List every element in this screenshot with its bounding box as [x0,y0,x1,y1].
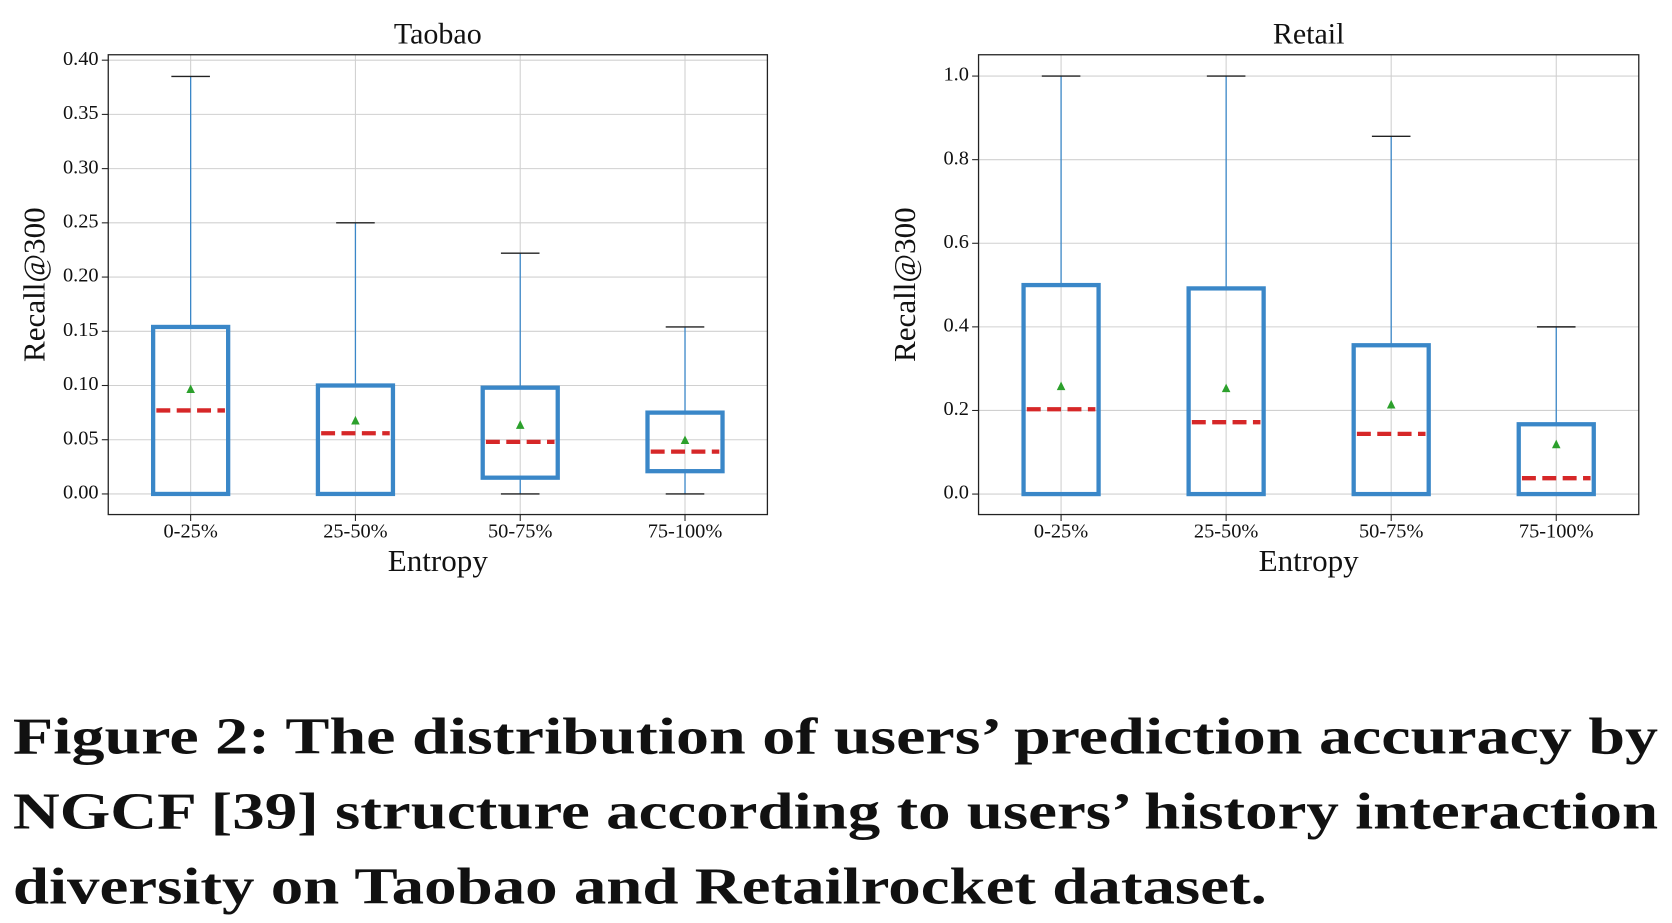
box [1186,286,1266,497]
caption-line: diversity on Taobao and Retailrocket dat… [13,859,1267,916]
y-tick-label: 0.25 [63,211,99,233]
box [480,385,560,480]
y-tick-label: 0.6 [943,231,968,253]
x-tick-label: 25-50% [323,520,387,542]
caption-line: NGCF [39] structure according to users’ … [13,784,1658,841]
box [315,383,396,497]
mean-marker [680,435,690,445]
box [1021,282,1101,497]
y-tick-label: 0.0 [943,482,968,504]
plot-frame [977,54,1640,516]
y-axis-label: Recall@300 [887,207,922,362]
y-tick-label: 0.05 [63,427,99,449]
box [645,410,725,474]
y-tick-label: 0.4 [943,315,968,337]
x-tick-label: 50-75% [488,520,552,542]
y-tick-label: 0.00 [63,482,99,504]
y-tick-label: 0.35 [63,102,99,124]
y-tick-label: 0.40 [63,48,99,70]
mean-marker [1221,383,1231,393]
x-tick-label: 75-100% [1519,520,1594,542]
chart-title: Retail [1273,17,1345,50]
x-tick-label: 0-25% [164,520,218,542]
x-tick-label: 75-100% [648,520,723,542]
y-tick-label: 0.8 [943,147,968,169]
box [1516,422,1596,497]
x-tick-label: 50-75% [1359,520,1423,542]
x-axis-label: Entropy [1259,543,1360,578]
x-tick-label: 25-50% [1194,520,1258,542]
mean-marker [186,384,195,394]
y-tick-label: 0.2 [943,398,968,420]
mean-marker [515,420,525,429]
mean-marker [1386,399,1396,409]
box [150,324,231,497]
chart-title: Taobao [394,17,482,50]
x-axis-label: Entropy [388,543,489,578]
y-axis-label: Recall@300 [17,207,52,362]
y-tick-label: 0.20 [63,265,99,287]
mean-marker [1551,439,1561,449]
mean-marker [351,415,360,425]
y-tick-label: 1.0 [943,64,968,86]
y-tick-label: 0.15 [63,319,99,341]
mean-marker [1056,381,1066,391]
plot-frame [107,54,769,516]
box [1351,343,1431,497]
y-tick-label: 0.30 [63,156,99,178]
y-tick-label: 0.10 [63,373,99,395]
caption-line: Figure 2: The distribution of users’ pre… [13,709,1659,766]
x-tick-label: 0-25% [1034,520,1088,542]
